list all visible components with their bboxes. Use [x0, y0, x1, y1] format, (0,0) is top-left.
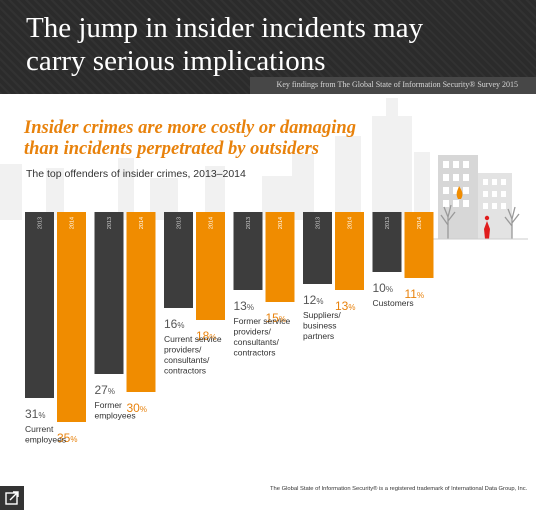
- series-label-2014: 2014: [209, 217, 215, 229]
- series-label-2013: 2013: [177, 217, 183, 229]
- bar-2014: [335, 212, 364, 290]
- series-label-2014: 2014: [417, 217, 423, 229]
- value-label-2013: 27%: [95, 383, 115, 397]
- category-label: providers/: [234, 327, 272, 337]
- value-label-2014: 18%: [196, 329, 216, 343]
- category-label: Former: [95, 400, 123, 410]
- value-label-2013: 31%: [25, 407, 45, 421]
- series-label-2014: 2014: [348, 217, 354, 229]
- category-label: employees: [25, 435, 66, 445]
- series-label-2013: 2013: [107, 217, 113, 229]
- value-label-2014: 11%: [405, 287, 425, 301]
- expand-button[interactable]: [0, 486, 24, 510]
- series-label-2014: 2014: [70, 217, 76, 229]
- page-title: The jump in insider incidents may carry …: [26, 12, 424, 77]
- category-label: contractors: [164, 366, 206, 376]
- bar-2013: [303, 212, 332, 284]
- person-figure: [484, 221, 490, 239]
- bar-2013: [233, 212, 263, 290]
- category-label: Suppliers/: [303, 310, 341, 320]
- office-building-illustration: [428, 155, 528, 240]
- bar-2014: [57, 212, 86, 422]
- bar-2014: [196, 212, 225, 320]
- value-label-2014: 15%: [266, 311, 286, 325]
- bar-2014: [265, 212, 295, 302]
- category-label: employees: [95, 411, 136, 421]
- bar-2013: [372, 212, 402, 272]
- category-label: consultants/: [234, 337, 280, 347]
- value-label-2013: 13%: [234, 299, 254, 313]
- value-label-2014: 13%: [335, 299, 355, 313]
- bar-2014: [404, 212, 434, 278]
- series-label-2013: 2013: [246, 217, 252, 229]
- category-label: business: [303, 321, 337, 331]
- source-caption: Key findings from The Global State of In…: [276, 80, 518, 89]
- bar-2013: [94, 212, 124, 374]
- chart-subtitle: The top offenders of insider crimes, 201…: [26, 168, 246, 180]
- category-label: contractors: [234, 348, 276, 358]
- category-label: Former service: [234, 316, 291, 326]
- value-label-2014: 35%: [57, 431, 77, 445]
- value-label-2013: 16%: [164, 317, 184, 331]
- trademark-footnote: The Global State of Information Security…: [270, 486, 528, 492]
- bar-2014: [126, 212, 156, 392]
- category-label: Current: [25, 424, 54, 434]
- value-label-2014: 30%: [127, 401, 147, 415]
- bar-2013: [25, 212, 54, 398]
- series-label-2014: 2014: [139, 217, 145, 229]
- fire-icon: [456, 186, 463, 199]
- series-label-2013: 2013: [38, 217, 44, 229]
- category-label: partners: [303, 331, 334, 341]
- category-label: consultants/: [164, 355, 210, 365]
- category-label: Customers: [373, 298, 414, 308]
- category-label: providers/: [164, 345, 202, 355]
- chart-headline: Insider crimes are more costly or damagi…: [24, 118, 356, 159]
- value-label-2013: 12%: [303, 293, 323, 307]
- header-banner: The jump in insider incidents may carry …: [0, 0, 536, 94]
- expand-icon: [5, 491, 19, 505]
- series-label-2013: 2013: [385, 217, 391, 229]
- series-label-2013: 2013: [316, 217, 322, 229]
- bar-2013: [164, 212, 193, 308]
- series-label-2014: 2014: [278, 217, 284, 229]
- source-bar: Key findings from The Global State of In…: [250, 77, 536, 94]
- category-label: Current service: [164, 334, 222, 344]
- value-label-2013: 10%: [373, 281, 393, 295]
- city-skyline-illustration: [0, 98, 430, 220]
